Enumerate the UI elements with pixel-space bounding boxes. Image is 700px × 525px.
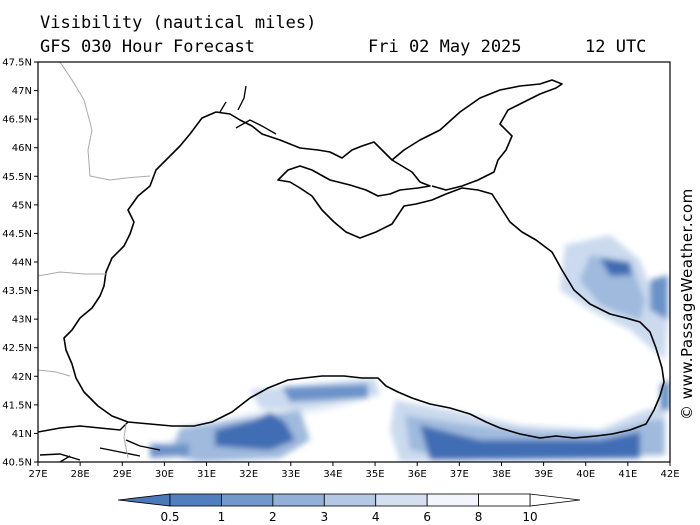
lon-label: 30E [155, 469, 174, 480]
coastline-dnieper [219, 85, 277, 135]
lon-label: 40E [576, 469, 595, 480]
lon-label: 42E [660, 469, 679, 480]
country-borders [38, 62, 151, 459]
lon-label: 34E [323, 469, 342, 480]
lat-label: 41N [12, 429, 32, 440]
lon-label: 35E [366, 469, 385, 480]
lat-label: 41.5N [2, 400, 32, 411]
lat-label: 47.5N [2, 58, 32, 69]
lon-label: 38E [492, 469, 511, 480]
lat-label: 45.5N [2, 172, 32, 183]
lon-label: 27E [28, 469, 47, 480]
lat-label: 44N [12, 258, 32, 269]
lon-label: 28E [71, 469, 90, 480]
lat-label: 42N [12, 372, 32, 383]
coastline-marmara [38, 421, 161, 462]
longitude-axis: 27E 28E 29E 30E 31E 32E 33E 34E 35E 36E 37E 38E 39E 4… [28, 462, 680, 480]
colorbar-label: 6 [423, 510, 431, 524]
coastline-black-sea [63, 111, 665, 439]
colorbar-segment [478, 493, 531, 507]
colorbar-segment [375, 493, 428, 507]
latitude-axis: 47.5N 47N 46.5N 46N 45.5N 45N 44.5N 44N 43.5N 43N… [2, 58, 38, 469]
visibility-colorbar: 0.5 1 2 3 4 6 8 10 [117, 493, 581, 524]
forecast-date-label: Fri 02 May 2025 [368, 37, 522, 57]
colorbar-label: 10 [522, 510, 537, 524]
lat-label: 46.5N [2, 115, 32, 126]
colorbar-segment [169, 493, 222, 507]
lon-label: 31E [197, 469, 216, 480]
colorbar-segment [323, 493, 377, 507]
lat-label: 45N [12, 200, 32, 211]
coastline-sea-of-azov [391, 79, 563, 191]
lat-label: 40.5N [2, 458, 32, 469]
colorbar-low-arrow [117, 493, 171, 507]
lon-label: 39E [534, 469, 553, 480]
lon-label: 33E [281, 469, 300, 480]
forecast-time-label: 12 UTC [585, 37, 647, 57]
lon-label: 41E [618, 469, 637, 480]
lat-label: 43N [12, 315, 32, 326]
lat-label: 46N [12, 143, 32, 154]
colorbar-segment [426, 493, 479, 507]
colorbar-high-arrow [529, 493, 581, 507]
lat-label: 44.5N [2, 229, 32, 240]
colorbar-segment [221, 493, 274, 507]
lat-label: 47N [12, 86, 32, 97]
forecast-model-label: GFS 030 Hour Forecast [40, 37, 255, 57]
visibility-field [150, 235, 670, 462]
lon-label: 29E [113, 469, 132, 480]
colorbar-label: 3 [320, 510, 328, 524]
lon-label: 36E [408, 469, 427, 480]
lat-label: 43.5N [2, 286, 32, 297]
map-title: Visibility (nautical miles) [40, 13, 317, 33]
lon-label: 32E [239, 469, 258, 480]
lon-label: 37E [450, 469, 469, 480]
lat-label: 42.5N [2, 343, 32, 354]
colorbar-label: 2 [269, 510, 277, 524]
colorbar-label: 4 [372, 510, 380, 524]
colorbar-label: 8 [475, 510, 483, 524]
colorbar-label: 1 [218, 510, 226, 524]
colorbar-label: 0.5 [160, 510, 179, 524]
colorbar-segment [272, 493, 325, 507]
